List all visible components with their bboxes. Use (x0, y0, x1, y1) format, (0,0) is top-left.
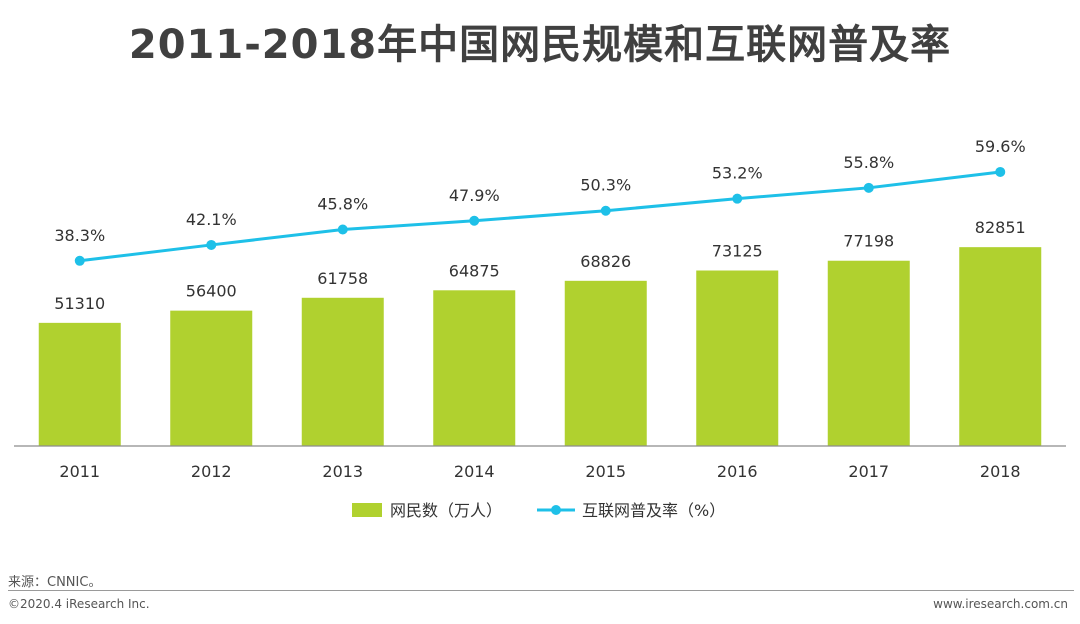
line-value-label-2011: 38.3% (54, 226, 105, 245)
chart-title: 2011-2018年中国网民规模和互联网普及率 (128, 22, 952, 68)
line-point-2012 (206, 239, 217, 250)
legend-bar-swatch (352, 503, 382, 517)
line-value-label-2015: 50.3% (580, 176, 631, 195)
bar-2011 (38, 322, 121, 446)
line-point-2015 (600, 205, 611, 216)
bar-value-label-2015: 68826 (580, 252, 631, 271)
x-tick-label-2013: 2013 (322, 462, 363, 481)
x-tick-label-2011: 2011 (59, 462, 100, 481)
source-note: 来源：CNNIC。 (8, 575, 102, 590)
chart: 51310 56400 61758 64875 68826 73125 77198 82851… (14, 137, 1066, 520)
legend-line-marker (551, 505, 561, 515)
x-tick-label-2015: 2015 (585, 462, 626, 481)
line-point-2016 (732, 193, 743, 204)
line-point-2018 (995, 166, 1006, 177)
bar-value-label-2018: 82851 (975, 218, 1026, 237)
x-tick-label-2012: 2012 (191, 462, 232, 481)
footer-divider (8, 590, 1074, 591)
bar-2017 (827, 260, 910, 446)
bar-value-label-2011: 51310 (54, 294, 105, 313)
x-axis-tick-labels: 2011 2012 2013 2014 2015 2016 2017 2018 (59, 462, 1020, 481)
bar-2018 (959, 247, 1042, 446)
penetration-rate-line (79, 170, 1001, 263)
website-text: www.iresearch.com.cn (933, 597, 1068, 611)
x-tick-label-2016: 2016 (717, 462, 758, 481)
line-point-2017 (863, 182, 874, 193)
bar-2015 (564, 280, 647, 446)
bar-2014 (433, 290, 516, 446)
bar-value-label-2012: 56400 (186, 282, 237, 301)
bar-series (38, 247, 1042, 446)
line-value-label-2012: 42.1% (186, 210, 237, 229)
line-point-2011 (74, 255, 85, 266)
copyright-text: ©2020.4 iResearch Inc. (8, 597, 150, 611)
line-value-label-2013: 45.8% (317, 195, 368, 214)
bar-value-label-2013: 61758 (317, 269, 368, 288)
bar-value-label-2014: 64875 (449, 261, 500, 280)
line-point-2013 (337, 224, 348, 235)
legend-line-label: 互联网普及率（%） (582, 501, 725, 520)
line-value-label-2016: 53.2% (712, 164, 763, 183)
line-value-label-2017: 55.8% (843, 153, 894, 172)
x-tick-label-2014: 2014 (454, 462, 495, 481)
x-tick-label-2017: 2017 (848, 462, 889, 481)
legend-bar-label: 网民数（万人） (390, 501, 502, 520)
line-series (74, 166, 1006, 266)
bar-2016 (696, 270, 779, 446)
line-value-labels: 38.3% 42.1% 45.8% 47.9% 50.3% 53.2% 55.8% 59.6% (54, 137, 1025, 245)
x-tick-label-2018: 2018 (980, 462, 1021, 481)
line-point-2014 (469, 215, 480, 226)
bar-value-label-2017: 77198 (843, 232, 894, 251)
bar-value-label-2016: 73125 (712, 242, 763, 261)
line-value-label-2014: 47.9% (449, 186, 500, 205)
legend: 网民数（万人） 互联网普及率（%） (352, 501, 725, 520)
bar-2012 (170, 310, 253, 446)
line-value-label-2018: 59.6% (975, 137, 1026, 156)
bar-value-labels: 51310 56400 61758 64875 68826 73125 77198 82851 (54, 218, 1025, 313)
bar-2013 (301, 297, 384, 446)
